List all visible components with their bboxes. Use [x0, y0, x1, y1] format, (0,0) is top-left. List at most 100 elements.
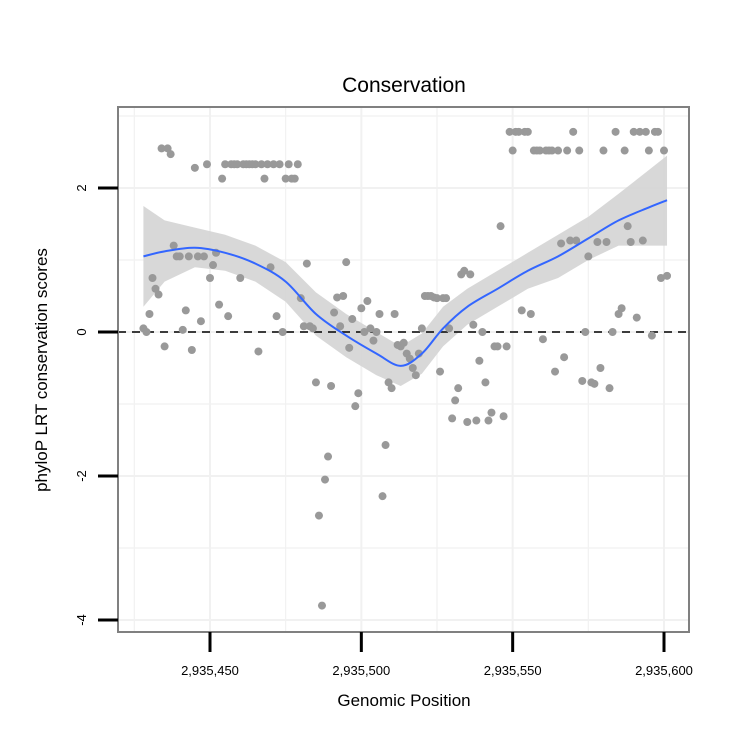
data-point: [145, 310, 154, 318]
data-point: [275, 160, 284, 169]
data-point: [638, 236, 647, 245]
data-point: [190, 163, 199, 172]
data-point: [202, 160, 211, 169]
data-point: [469, 320, 478, 329]
panel-border: [117, 106, 690, 633]
data-point: [508, 146, 517, 155]
data-point: [330, 308, 339, 317]
data-point: [417, 324, 426, 333]
data-point: [496, 222, 505, 231]
data-point: [281, 174, 290, 183]
data-point: [327, 382, 336, 390]
data-point: [590, 379, 599, 388]
data-point: [272, 312, 281, 321]
y-tick-label: -2: [74, 470, 89, 482]
data-point: [572, 236, 581, 245]
data-point: [487, 408, 496, 417]
data-point: [460, 266, 469, 275]
data-point: [472, 416, 481, 425]
data-point: [617, 304, 626, 313]
data-point: [390, 310, 399, 318]
data-point: [381, 441, 390, 450]
data-point: [317, 601, 326, 610]
data-point: [608, 328, 617, 336]
y-tick-label: 2: [74, 184, 89, 191]
data-point: [321, 475, 330, 484]
data-point: [218, 174, 227, 183]
data-point: [169, 241, 178, 250]
data-point: [535, 146, 544, 155]
data-point: [257, 160, 266, 169]
data-point: [557, 239, 566, 248]
data-point: [445, 324, 454, 333]
data-point: [378, 492, 387, 501]
data-point: [175, 252, 184, 261]
data-point: [526, 310, 535, 318]
data-point: [433, 294, 441, 303]
data-point: [160, 342, 169, 351]
data-point: [502, 342, 511, 351]
data-point: [293, 160, 302, 169]
data-point: [436, 367, 445, 376]
data-point: [233, 160, 242, 169]
y-axis-label: phyloP LRT conservation scores: [32, 248, 51, 492]
data-point: [196, 317, 205, 326]
data-point: [351, 402, 360, 411]
data-point: [663, 271, 672, 280]
data-point: [284, 160, 293, 169]
data-point: [302, 259, 311, 268]
data-point: [154, 290, 163, 299]
data-point: [375, 310, 384, 318]
data-point: [481, 378, 490, 387]
data-point: [342, 258, 351, 267]
data-point: [466, 270, 475, 279]
data-point: [623, 222, 632, 231]
data-point: [448, 414, 457, 423]
data-point: [187, 346, 196, 354]
data-point: [299, 322, 308, 331]
data-point: [193, 252, 202, 261]
data-point: [602, 238, 611, 246]
data-point: [366, 324, 375, 333]
data-point: [348, 315, 357, 324]
data-point: [357, 304, 366, 313]
data-point: [596, 364, 605, 372]
data-point: [254, 347, 263, 356]
data-point: [206, 274, 214, 282]
data-point: [411, 371, 420, 380]
data-point: [593, 238, 602, 246]
data-point: [290, 174, 299, 183]
data-point: [221, 160, 230, 169]
data-point: [569, 127, 578, 136]
data-point: [599, 146, 608, 155]
data-point: [626, 238, 635, 246]
data-point: [363, 297, 372, 306]
y-axis: 2 0 -2 -4: [74, 184, 118, 626]
data-point: [308, 324, 317, 333]
data-point: [611, 127, 620, 136]
data-point: [333, 293, 342, 302]
data-point: [548, 146, 557, 155]
x-tick-label: 2,935,600: [635, 663, 693, 678]
data-point: [199, 252, 208, 261]
data-point: [653, 127, 662, 136]
data-point: [632, 313, 641, 322]
data-point: [538, 335, 547, 344]
data-point: [324, 452, 333, 461]
data-points: [139, 127, 672, 610]
data-point: [148, 274, 157, 282]
data-point: [405, 354, 414, 363]
data-point: [620, 146, 629, 155]
y-tick-label: 0: [74, 328, 89, 335]
data-point: [408, 364, 417, 372]
data-point: [251, 160, 260, 169]
data-point: [354, 389, 363, 398]
data-point: [184, 252, 193, 261]
data-point: [581, 328, 590, 336]
data-point: [644, 146, 653, 155]
data-point: [278, 328, 287, 336]
data-point: [660, 146, 668, 155]
chart-title: Conservation: [342, 74, 466, 97]
data-point: [399, 338, 408, 347]
